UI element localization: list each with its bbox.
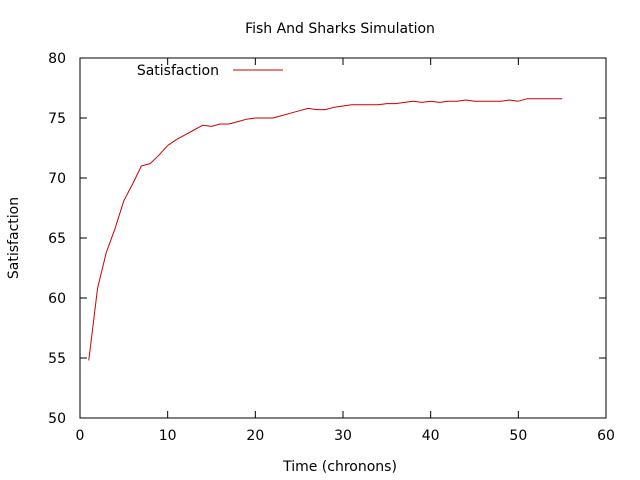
x-axis-label: Time (chronons)	[282, 459, 397, 475]
series-layer	[88, 98, 563, 361]
y-tick-label: 65	[48, 231, 66, 247]
legend-label-satisfaction: Satisfaction	[137, 63, 219, 79]
plot-border	[79, 57, 607, 419]
plot-frame	[79, 57, 607, 419]
axis-ticks: 0 10 20 30 40 50 60 50 55 60 65 70 75 80	[48, 51, 615, 444]
x-tick-label: 0	[76, 428, 85, 444]
legend: Satisfaction	[137, 63, 283, 79]
x-tick-label: 60	[597, 428, 615, 444]
x-tick-label: 40	[422, 428, 440, 444]
y-tick-label: 50	[48, 411, 66, 427]
x-tick-label: 50	[509, 428, 527, 444]
y-tick-label: 75	[48, 111, 66, 127]
y-tick-label: 70	[48, 171, 66, 187]
y-tick-label: 80	[48, 51, 66, 67]
series-line-satisfaction	[88, 98, 563, 361]
y-tick-label: 60	[48, 291, 66, 307]
y-axis-label: Satisfaction	[6, 197, 22, 279]
x-tick-label: 10	[159, 428, 177, 444]
x-tick-label: 20	[246, 428, 264, 444]
x-tick-label: 30	[334, 428, 352, 444]
chart-title: Fish And Sharks Simulation	[245, 21, 435, 37]
y-tick-label: 55	[48, 351, 66, 367]
